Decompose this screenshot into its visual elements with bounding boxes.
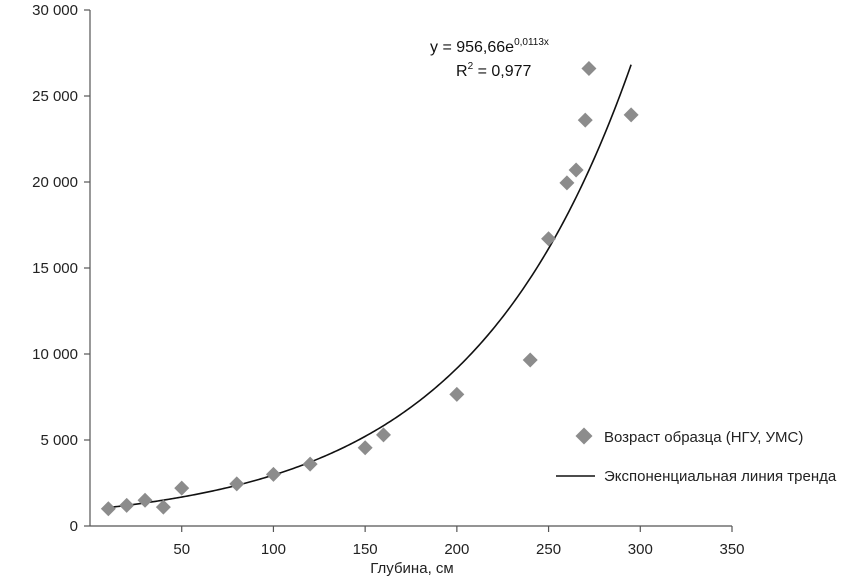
y-tick-label: 30 000: [32, 2, 78, 19]
data-point: [357, 440, 373, 456]
data-point: [229, 476, 245, 492]
data-point: [302, 456, 318, 472]
y-tick-label: 15 000: [32, 260, 78, 277]
x-tick-label: 50: [173, 541, 190, 558]
x-tick-label: 150: [353, 541, 378, 558]
data-points: [100, 60, 639, 517]
data-point: [100, 501, 116, 517]
x-axis-title: Глубина, см: [370, 560, 453, 577]
axes-group: 0 5 000 10 000 15 000 20 000 25 000 30 000 50 1…: [32, 2, 744, 558]
legend-label-scatter: Возраст образца (НГУ, УМС): [604, 429, 803, 446]
x-tick-label: 250: [536, 541, 561, 558]
data-point: [375, 427, 391, 443]
equation-line-2: R2 = 0,977: [456, 61, 532, 80]
data-point: [577, 112, 593, 128]
r2-value: = 0,977: [473, 63, 531, 80]
data-point: [119, 497, 135, 513]
r2-prefix: R: [456, 63, 468, 80]
data-point: [265, 466, 281, 482]
data-point: [623, 107, 639, 123]
y-tick-label: 10 000: [32, 346, 78, 363]
x-tick-label: 350: [719, 541, 744, 558]
data-point: [137, 492, 153, 508]
data-point: [174, 480, 190, 496]
data-point: [541, 231, 557, 247]
trendline: [108, 64, 632, 509]
equation-line-1: y = 956,66e0,0113x: [430, 37, 549, 56]
y-tick-label: 20 000: [32, 174, 78, 191]
equation-exponent: 0,0113x: [514, 37, 549, 48]
data-point: [449, 386, 465, 402]
data-point: [522, 352, 538, 368]
y-tick-label: 0: [70, 518, 78, 535]
r2-superscript: 2: [468, 61, 474, 72]
y-tick-label: 25 000: [32, 88, 78, 105]
legend-label-trendline: Экспоненциальная линия тренда: [604, 468, 837, 485]
x-tick-label: 300: [628, 541, 653, 558]
equation-prefix: y = 956,66e: [430, 39, 514, 56]
data-point: [581, 60, 597, 76]
data-point: [559, 175, 575, 191]
trend-equation: y = 956,66e0,0113x R2 = 0,977: [430, 37, 549, 80]
legend-marker-diamond: [575, 427, 593, 445]
legend: Возраст образца (НГУ, УМС) Экспоненциаль…: [556, 427, 837, 485]
x-tick-label: 100: [261, 541, 286, 558]
data-point: [155, 499, 171, 515]
y-tick-label: 5 000: [40, 432, 78, 449]
x-tick-label: 200: [444, 541, 469, 558]
data-point: [568, 162, 584, 178]
x-ticks: 50 100 150 200 250 300 350: [173, 526, 745, 558]
y-ticks: 0 5 000 10 000 15 000 20 000 25 000 30 000: [32, 2, 90, 535]
